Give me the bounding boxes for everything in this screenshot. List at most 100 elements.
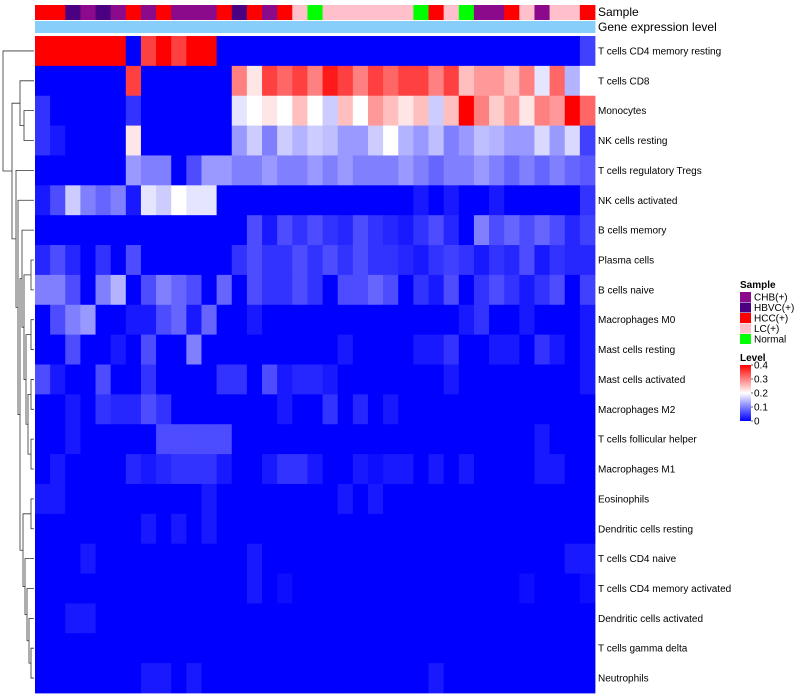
heatmap-cell xyxy=(216,394,233,425)
heatmap-cell xyxy=(171,364,187,395)
heatmap-cell xyxy=(367,424,384,455)
heatmap-cell xyxy=(50,483,66,515)
heatmap-cell xyxy=(352,155,369,186)
heatmap-cell xyxy=(95,424,112,455)
heatmap-cell xyxy=(80,334,96,365)
sample-annotation-cell xyxy=(186,5,202,20)
heatmap-cell xyxy=(443,125,460,156)
heatmap-cell xyxy=(307,215,323,246)
heatmap-cell xyxy=(246,274,263,306)
heatmap-cell xyxy=(489,663,505,694)
heatmap-cell xyxy=(413,633,429,664)
heatmap-cell xyxy=(367,65,384,97)
heatmap-cell xyxy=(519,573,535,604)
heatmap-cell xyxy=(549,334,566,365)
heatmap-cell xyxy=(262,274,278,306)
heatmap-cell xyxy=(140,543,157,574)
heatmap-cell xyxy=(352,185,369,216)
heatmap-cell xyxy=(564,663,581,694)
heatmap-cell xyxy=(95,125,112,156)
heatmap-cell xyxy=(307,334,323,365)
heatmap-cell xyxy=(171,663,187,694)
heatmap-cell xyxy=(549,454,566,485)
heatmap-cell xyxy=(443,483,460,515)
heatmap-cell xyxy=(50,663,66,694)
heatmap-cell xyxy=(549,633,566,664)
sample-annotation-cell xyxy=(262,5,278,20)
heatmap-cell xyxy=(50,215,66,246)
heatmap-cell xyxy=(65,304,81,336)
level-tick-label: 0.3 xyxy=(754,375,768,386)
heatmap-cell xyxy=(186,543,202,574)
heatmap-cell xyxy=(443,663,460,694)
heatmap-cell xyxy=(156,95,172,126)
heatmap-cell xyxy=(292,36,308,67)
heatmap-cell xyxy=(383,633,399,664)
heatmap-cell xyxy=(367,364,384,395)
heatmap-cell xyxy=(519,215,535,246)
heatmap-cell xyxy=(277,394,293,425)
heatmap-cell xyxy=(519,65,535,97)
dendrogram-branch xyxy=(30,647,34,679)
legend-label: HBVC(+) xyxy=(754,303,794,314)
annotation-label-sample: Sample xyxy=(598,5,639,19)
heatmap-cell xyxy=(504,65,520,97)
heatmap-cell xyxy=(216,543,233,574)
expression-annotation-cell xyxy=(534,21,550,33)
heatmap-cell xyxy=(398,155,414,186)
heatmap-cell xyxy=(383,304,399,336)
heatmap-cell xyxy=(171,65,187,97)
heatmap-cell xyxy=(428,334,445,365)
heatmap-cell xyxy=(246,95,263,126)
heatmap-cell xyxy=(292,573,308,604)
heatmap-cell xyxy=(398,663,414,694)
heatmap-cell xyxy=(216,65,233,97)
heatmap-cell xyxy=(489,513,505,545)
heatmap-cell xyxy=(35,483,51,515)
heatmap-cell xyxy=(549,185,566,216)
heatmap-cell xyxy=(352,274,369,306)
heatmap-cell xyxy=(140,663,157,694)
heatmap-cell xyxy=(322,663,339,694)
heatmap-cell xyxy=(156,155,172,186)
row-label: T cells CD8 xyxy=(598,76,650,87)
heatmap-cell xyxy=(80,603,96,634)
heatmap-cell xyxy=(473,513,490,545)
heatmap-cell xyxy=(125,364,142,395)
heatmap-cell xyxy=(277,334,293,365)
row-label: T cells regulatory Tregs xyxy=(598,166,702,177)
expression-annotation-cell xyxy=(80,21,96,33)
heatmap-cell xyxy=(398,424,414,455)
heatmap-cell xyxy=(125,36,142,67)
heatmap-cell xyxy=(95,215,112,246)
heatmap-cell xyxy=(201,95,218,126)
heatmap-cell xyxy=(367,185,384,216)
heatmap-cell xyxy=(292,663,308,694)
heatmap-cell xyxy=(398,603,414,634)
heatmap-cell xyxy=(549,36,566,67)
heatmap-cell xyxy=(201,513,218,545)
heatmap-cell xyxy=(231,36,248,67)
heatmap-cell xyxy=(352,483,369,515)
heatmap-cell xyxy=(50,36,66,67)
heatmap-cell xyxy=(171,334,187,365)
heatmap-cell xyxy=(443,155,460,186)
legend-swatch xyxy=(740,323,751,334)
heatmap-cell xyxy=(231,185,248,216)
heatmap-cell xyxy=(579,155,596,186)
sample-annotation-cell xyxy=(201,5,218,20)
row-label: Mast cells activated xyxy=(598,375,685,386)
sample-annotation-cell xyxy=(413,5,429,20)
heatmap-cell xyxy=(65,573,81,604)
heatmap-cell xyxy=(171,454,187,485)
heatmap-cell xyxy=(367,633,384,664)
heatmap-cell xyxy=(322,543,339,574)
heatmap-cell xyxy=(504,424,520,455)
heatmap-cell xyxy=(95,573,112,604)
heatmap-cell xyxy=(534,155,550,186)
heatmap-cell xyxy=(110,603,127,634)
heatmap-cell xyxy=(95,364,112,395)
heatmap-cell xyxy=(277,424,293,455)
heatmap-cell xyxy=(277,633,293,664)
heatmap-cell xyxy=(398,245,414,276)
